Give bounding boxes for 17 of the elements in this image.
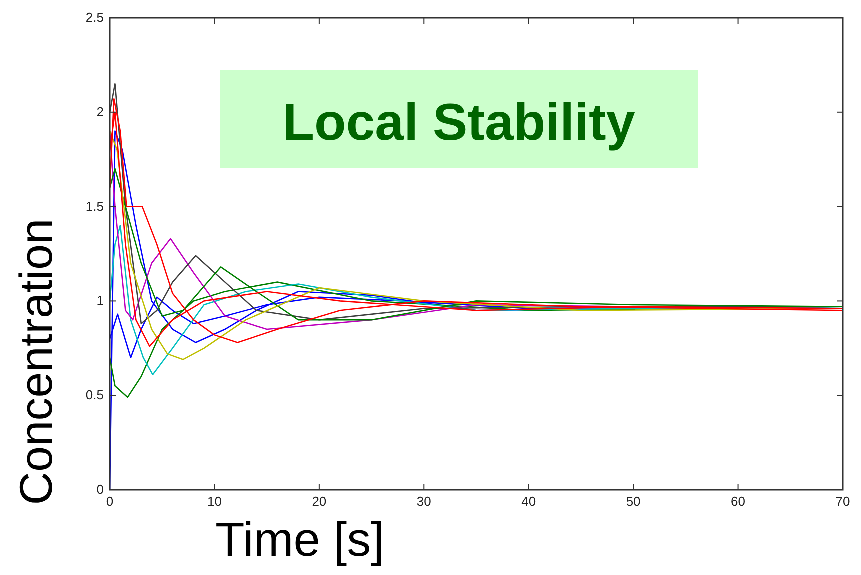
x-tick-label: 30 bbox=[416, 494, 432, 509]
text: Local Stability bbox=[282, 94, 636, 152]
y-tick-label: 1 bbox=[96, 293, 104, 308]
x-tick-label: 50 bbox=[626, 494, 641, 509]
x-tick-label: 60 bbox=[731, 494, 746, 509]
x-tick-label: 0 bbox=[106, 494, 114, 509]
x-tick-label: 20 bbox=[312, 494, 327, 509]
y-axis-title: Concentration bbox=[10, 218, 62, 506]
x-axis-title: Time [s] bbox=[216, 514, 384, 567]
y-tick-label: 0 bbox=[96, 482, 104, 497]
y-tick-label: 1.5 bbox=[86, 198, 104, 214]
y-tick-label: 2 bbox=[96, 104, 104, 120]
y-tick-label: 0.5 bbox=[86, 388, 104, 403]
x-tick-label: 40 bbox=[522, 494, 536, 509]
y-tick-label: 2.5 bbox=[86, 10, 104, 25]
x-tick-label: 10 bbox=[207, 494, 222, 509]
x-tick-label: 70 bbox=[836, 494, 850, 509]
